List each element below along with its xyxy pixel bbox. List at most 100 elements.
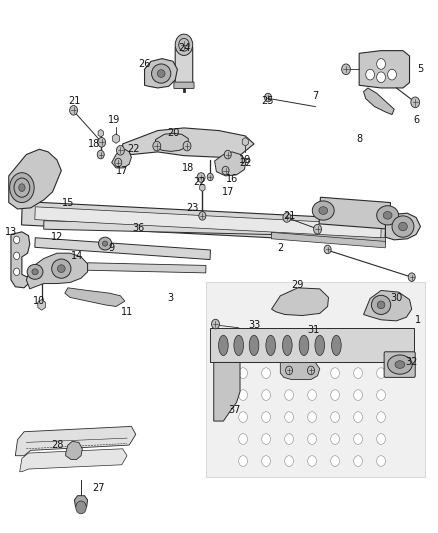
Text: 24: 24 bbox=[178, 43, 190, 53]
Polygon shape bbox=[21, 201, 386, 244]
Circle shape bbox=[354, 368, 362, 378]
Circle shape bbox=[314, 224, 321, 234]
Polygon shape bbox=[214, 362, 240, 421]
Text: 3: 3 bbox=[168, 294, 174, 303]
Polygon shape bbox=[9, 149, 61, 209]
Ellipse shape bbox=[315, 335, 325, 356]
Text: 17: 17 bbox=[117, 166, 129, 175]
Text: 37: 37 bbox=[228, 406, 240, 415]
Ellipse shape bbox=[312, 201, 334, 220]
Polygon shape bbox=[242, 138, 248, 146]
Polygon shape bbox=[112, 149, 131, 168]
Ellipse shape bbox=[299, 335, 309, 356]
Circle shape bbox=[262, 456, 271, 466]
Text: 1: 1 bbox=[415, 315, 421, 325]
Polygon shape bbox=[272, 232, 385, 248]
Text: 18: 18 bbox=[182, 163, 194, 173]
Circle shape bbox=[354, 434, 362, 445]
Circle shape bbox=[239, 434, 247, 445]
Text: 15: 15 bbox=[62, 198, 74, 207]
Polygon shape bbox=[280, 362, 320, 379]
Circle shape bbox=[239, 368, 247, 378]
Circle shape bbox=[175, 34, 193, 55]
Circle shape bbox=[239, 411, 247, 422]
Text: 14: 14 bbox=[71, 251, 83, 261]
Text: 2: 2 bbox=[277, 243, 283, 253]
Circle shape bbox=[307, 366, 314, 375]
Circle shape bbox=[388, 69, 396, 80]
Ellipse shape bbox=[17, 182, 27, 193]
Polygon shape bbox=[272, 229, 385, 244]
Text: 9: 9 bbox=[109, 243, 115, 253]
Polygon shape bbox=[38, 300, 46, 310]
Ellipse shape bbox=[371, 295, 391, 314]
Polygon shape bbox=[364, 88, 394, 115]
Polygon shape bbox=[364, 290, 412, 321]
Ellipse shape bbox=[266, 335, 276, 356]
FancyBboxPatch shape bbox=[174, 82, 194, 88]
Polygon shape bbox=[15, 426, 136, 456]
Circle shape bbox=[307, 411, 316, 422]
Circle shape bbox=[224, 150, 231, 159]
Circle shape bbox=[342, 64, 350, 75]
Text: 36: 36 bbox=[132, 223, 144, 233]
Polygon shape bbox=[155, 133, 188, 151]
Text: 29: 29 bbox=[292, 280, 304, 290]
Ellipse shape bbox=[32, 269, 38, 275]
Circle shape bbox=[354, 390, 362, 400]
Polygon shape bbox=[66, 441, 82, 459]
Circle shape bbox=[331, 390, 339, 400]
Circle shape bbox=[262, 368, 271, 378]
Circle shape bbox=[307, 390, 316, 400]
Polygon shape bbox=[359, 51, 410, 88]
Text: 32: 32 bbox=[406, 358, 418, 367]
Polygon shape bbox=[44, 221, 272, 235]
Circle shape bbox=[239, 456, 247, 466]
Text: 19: 19 bbox=[108, 115, 120, 125]
Polygon shape bbox=[200, 184, 205, 191]
Circle shape bbox=[331, 434, 339, 445]
Text: 31: 31 bbox=[307, 326, 319, 335]
Text: 18: 18 bbox=[88, 139, 100, 149]
Text: 5: 5 bbox=[417, 64, 424, 74]
Polygon shape bbox=[35, 238, 211, 260]
Ellipse shape bbox=[27, 264, 43, 279]
Circle shape bbox=[183, 141, 191, 151]
Text: 23: 23 bbox=[187, 203, 199, 213]
Text: 10: 10 bbox=[33, 296, 46, 306]
Polygon shape bbox=[74, 496, 88, 512]
Circle shape bbox=[179, 38, 189, 51]
Circle shape bbox=[197, 173, 205, 182]
Ellipse shape bbox=[157, 70, 165, 77]
Text: 33: 33 bbox=[248, 320, 260, 330]
Circle shape bbox=[153, 141, 161, 151]
Ellipse shape bbox=[399, 222, 407, 231]
Polygon shape bbox=[98, 130, 103, 137]
Circle shape bbox=[285, 411, 293, 422]
Ellipse shape bbox=[388, 355, 412, 374]
Text: 26: 26 bbox=[138, 59, 151, 69]
Circle shape bbox=[14, 252, 20, 260]
Circle shape bbox=[331, 411, 339, 422]
Ellipse shape bbox=[99, 237, 112, 250]
Text: 12: 12 bbox=[51, 232, 63, 242]
Circle shape bbox=[285, 456, 293, 466]
Text: 22: 22 bbox=[193, 177, 205, 187]
Polygon shape bbox=[113, 134, 120, 143]
Text: 7: 7 bbox=[312, 91, 318, 101]
Text: 21: 21 bbox=[68, 96, 81, 106]
Circle shape bbox=[354, 456, 362, 466]
Ellipse shape bbox=[52, 259, 71, 278]
Circle shape bbox=[307, 368, 316, 378]
Ellipse shape bbox=[332, 335, 341, 356]
Circle shape bbox=[307, 434, 316, 445]
Text: 16: 16 bbox=[226, 174, 238, 183]
Circle shape bbox=[366, 69, 374, 80]
Ellipse shape bbox=[10, 173, 34, 203]
Ellipse shape bbox=[249, 335, 259, 356]
Circle shape bbox=[262, 390, 271, 400]
Polygon shape bbox=[215, 152, 246, 176]
FancyBboxPatch shape bbox=[210, 328, 414, 362]
Circle shape bbox=[199, 212, 206, 220]
Polygon shape bbox=[206, 282, 425, 477]
